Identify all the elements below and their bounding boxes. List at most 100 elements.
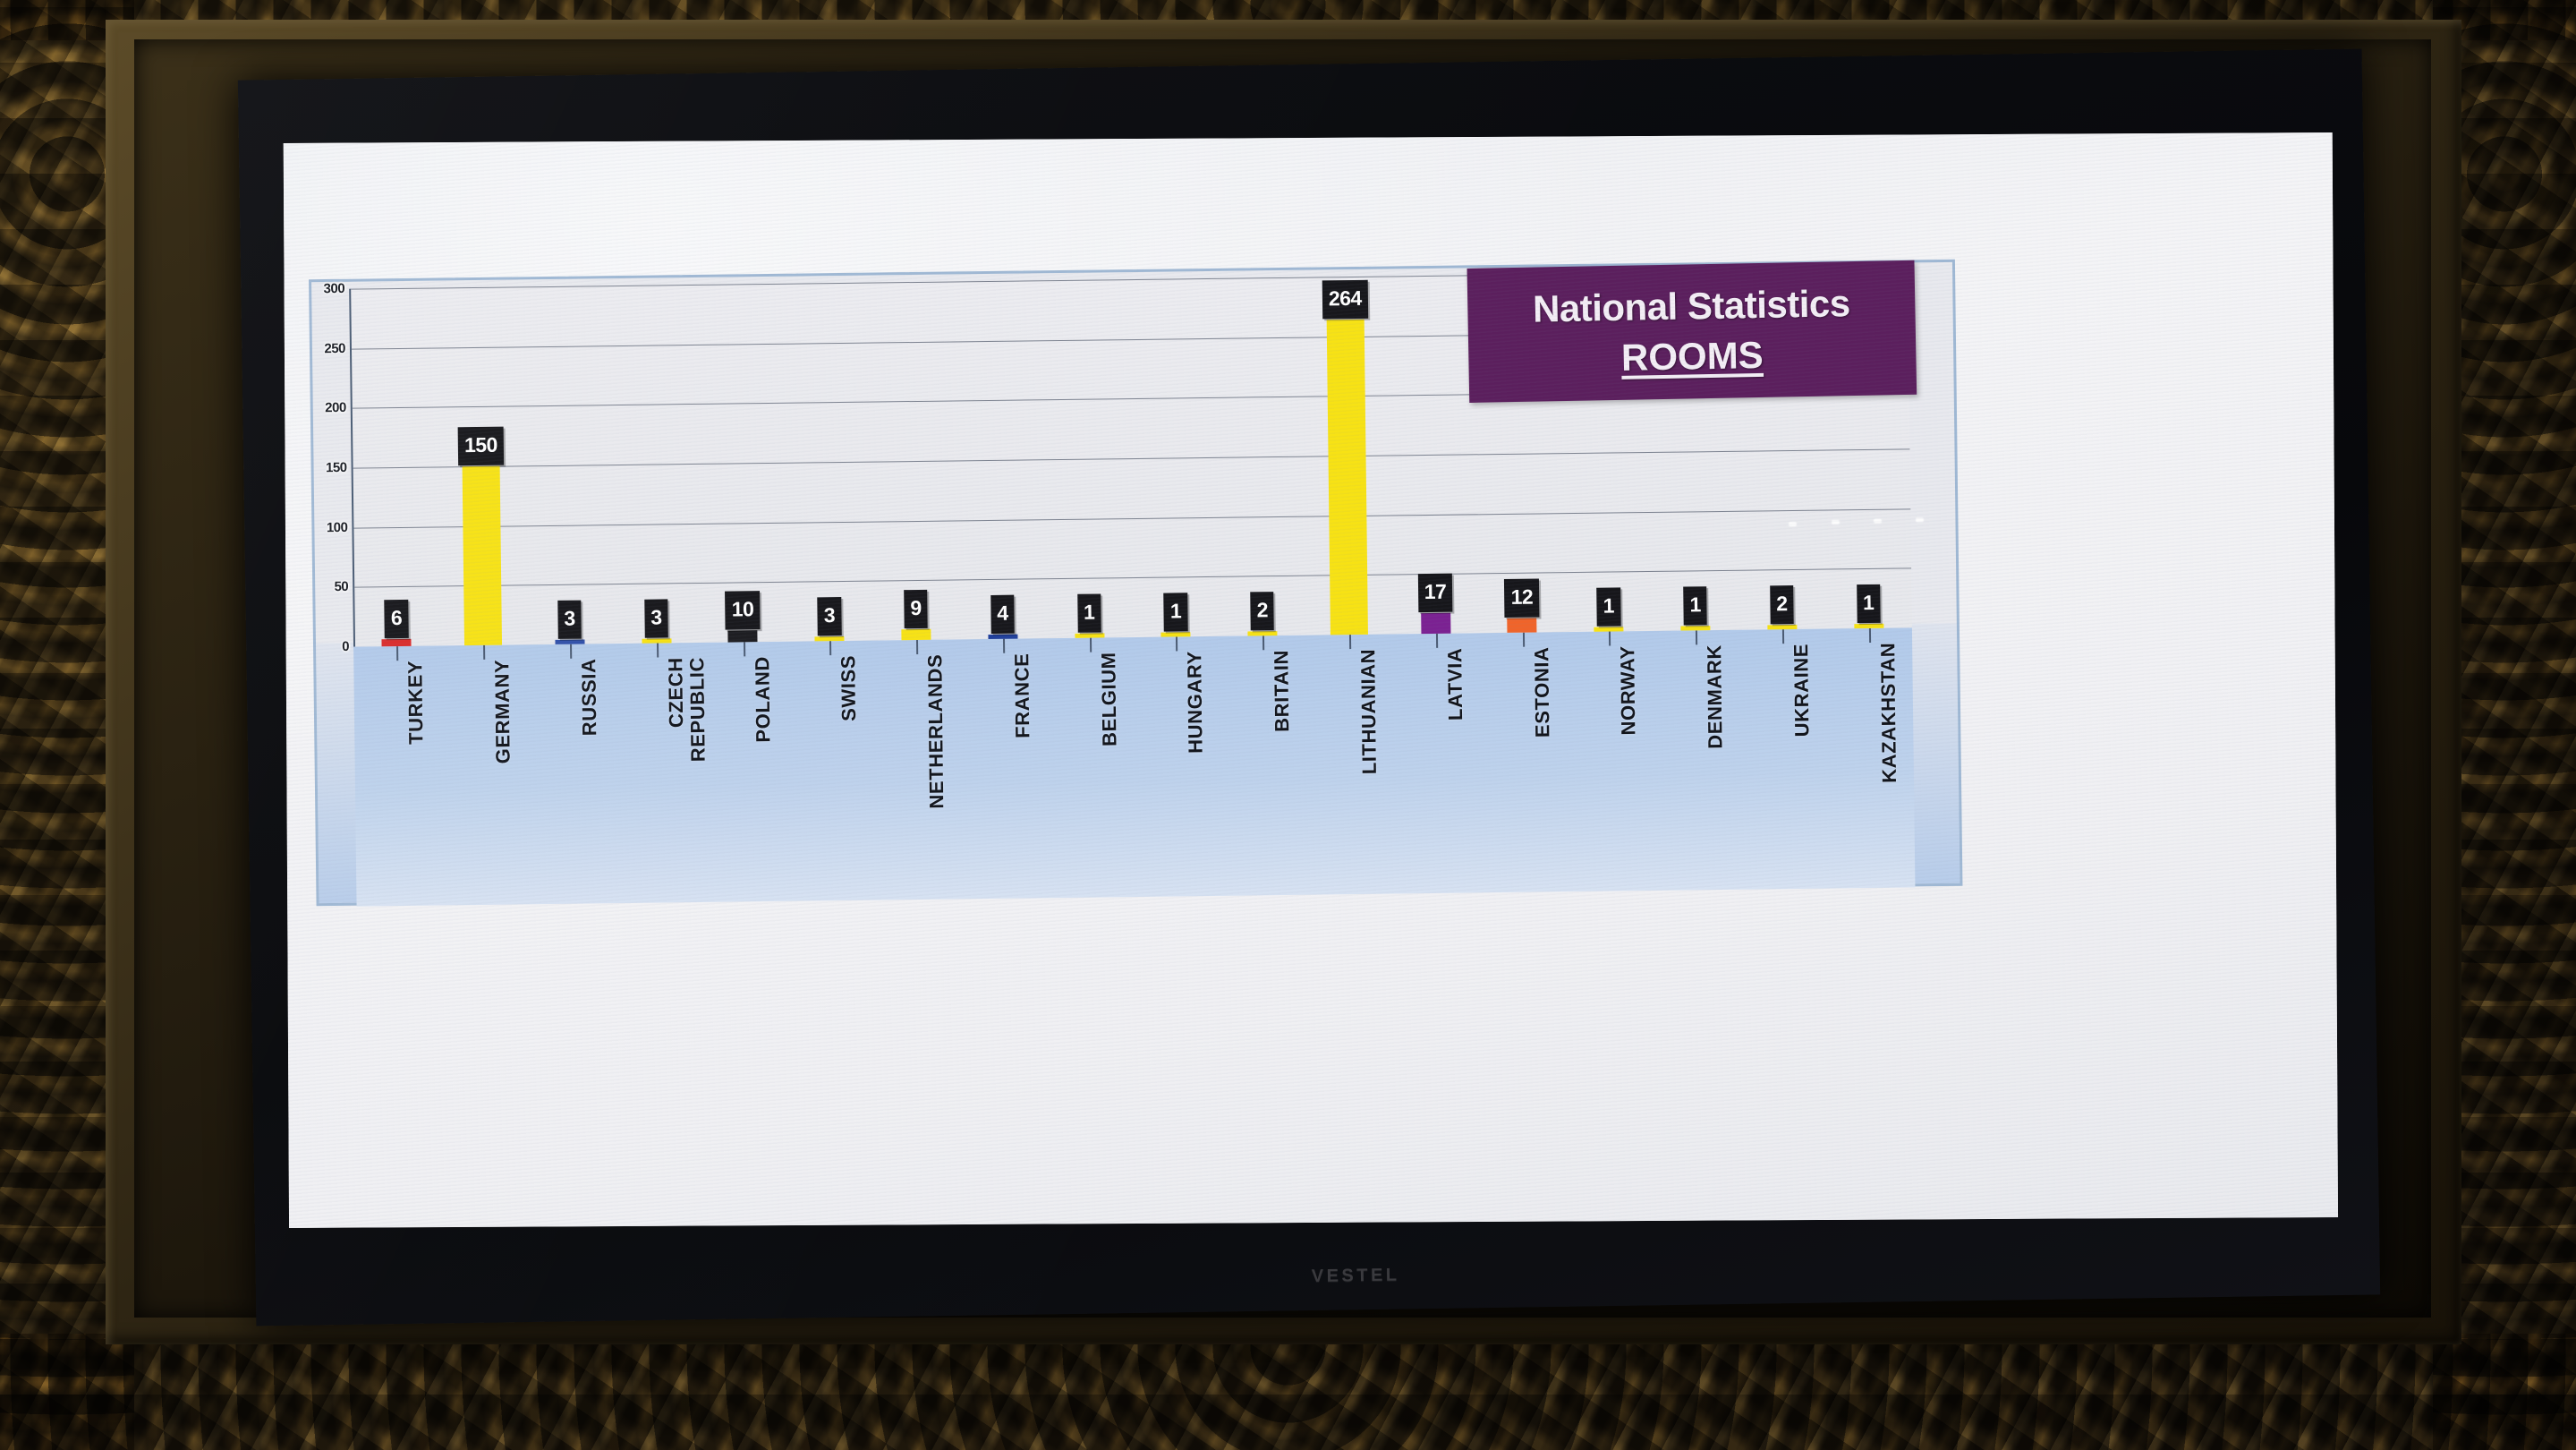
chart-data-label: 3: [557, 600, 582, 639]
chart-bar: [1326, 319, 1368, 635]
chart-x-axis-category-label: TURKEY: [404, 660, 428, 746]
chart-data-label: 17: [1417, 574, 1453, 613]
chart-data-label: 2: [1250, 592, 1275, 631]
chart-y-axis-tick-label: 300: [323, 280, 345, 297]
chart-data-label: 1: [1856, 584, 1881, 624]
chart-x-axis-tick: [1348, 635, 1352, 650]
chart-bar: [555, 639, 585, 644]
chart-x-axis-category-label: BELGIUM: [1096, 652, 1121, 747]
chart-bar-group: 264: [1302, 277, 1393, 635]
chart-data-label: 6: [384, 599, 409, 639]
chart-x-axis-tick: [483, 644, 486, 660]
chart-x-axis-tick: [1695, 630, 1698, 645]
chart-x-axis-tick: [1262, 635, 1265, 651]
chart-x-axis-tick: [1522, 632, 1525, 647]
chart-bar-group: 10: [695, 284, 786, 643]
chart-bar-group: 3: [523, 286, 614, 644]
chart-y-axis-tick-label: 250: [324, 340, 346, 356]
chart-x-axis-tick: [569, 644, 573, 659]
television-display: 0 50 100 150 200 250 300 TURKEY GERMANY RUSSIA CZ…: [237, 48, 2381, 1326]
presentation-slide: 0 50 100 150 200 250 300 TURKEY GERMANY RUSSIA CZ…: [283, 132, 2339, 1228]
screen-speckle: [1788, 522, 1797, 527]
chart-bar-group: 3: [782, 283, 873, 642]
chart-x-axis-tick: [1002, 638, 1006, 653]
chart-x-axis-category-label: CZECH REPUBLIC: [663, 656, 710, 763]
chart-x-axis-tick: [1868, 627, 1871, 643]
chart-data-label: 150: [457, 426, 505, 466]
chart-bar-group: 150: [436, 286, 527, 646]
chart-x-axis-tick: [1781, 629, 1784, 644]
chart-x-axis-category-label: DENMARK: [1703, 644, 1727, 749]
chart-x-axis-category-label: FRANCE: [1010, 652, 1034, 738]
chart-bar: [727, 629, 758, 643]
chart-data-label: 9: [904, 589, 929, 629]
chart-x-axis-category-label: BRITAIN: [1270, 649, 1294, 732]
chart-bar-group: 17: [1388, 275, 1479, 635]
screen-speckle: [1873, 518, 1882, 524]
chart-title-secondary: ROOMS: [1620, 333, 1764, 379]
chart-y-axis-tick-label: 150: [325, 459, 347, 476]
chart-x-axis-category-label: SWISS: [837, 654, 861, 721]
chart-data-label: 12: [1504, 578, 1540, 618]
chart-bar: [1594, 627, 1624, 632]
chart-x-axis-category-label: GERMANY: [490, 659, 514, 764]
chart-bar: [1247, 631, 1278, 636]
screen-speckle: [1915, 517, 1924, 523]
chart-x-axis-tick: [396, 646, 399, 661]
chart-x-axis-category-label: LITHUANIAN: [1356, 648, 1381, 775]
chart-bar: [462, 465, 503, 646]
chart-x-axis-category-label: NORWAY: [1616, 645, 1640, 736]
chart-data-label: 4: [990, 594, 1015, 634]
chart-bar: [1767, 624, 1798, 630]
chart-data-label: 1: [1076, 593, 1101, 633]
chart-bar-group: 2: [1215, 277, 1306, 636]
screen-speckle: [1831, 519, 1840, 525]
chart-data-label: 264: [1322, 279, 1369, 320]
chart-data-label: 10: [725, 590, 761, 630]
chart-x-axis-tick: [743, 642, 745, 657]
chart-data-label: 1: [1683, 586, 1708, 626]
chart-y-axis-tick-label: 100: [326, 519, 348, 535]
chart-x-axis-category-label: LATVIA: [1442, 647, 1467, 721]
chart-x-axis-category-label: UKRAINE: [1789, 643, 1814, 738]
chart-bar: [1420, 613, 1451, 635]
chart-title-box: National Statistics ROOMS: [1467, 260, 1917, 403]
chart-y-axis-tick-label: 200: [325, 400, 346, 416]
chart-bar-group: 4: [956, 280, 1047, 640]
chart-bar-group: 1: [1128, 278, 1220, 637]
chart-data-label: 1: [1163, 593, 1188, 632]
chart-data-label: 2: [1769, 585, 1794, 625]
chart-bar: [1160, 632, 1191, 637]
chart-x-axis-tick: [656, 643, 659, 658]
chart-data-label: 3: [643, 599, 668, 638]
chart-x-axis-tick: [1609, 631, 1611, 646]
chart-y-axis-tick-label: 50: [334, 579, 349, 595]
chart-x-axis-tick: [1435, 633, 1438, 648]
chart-data-label: 1: [1596, 587, 1621, 627]
chart-bar: [642, 638, 672, 644]
chart-bar: [1680, 626, 1711, 631]
chart-bar: [988, 634, 1018, 640]
chart-bar: [1075, 633, 1105, 638]
chart-x-axis-category-label: HUNGARY: [1183, 651, 1207, 754]
chart-x-axis-tick: [916, 639, 919, 654]
chart-bar: [381, 638, 412, 647]
chart-title-primary: National Statistics: [1532, 282, 1851, 330]
chart-bar: [1853, 623, 1884, 629]
chart-x-axis-category-label: POLAND: [750, 655, 774, 743]
chart-category-band: TURKEY GERMANY RUSSIA CZECH REPUBLIC POLAND SW…: [353, 627, 1916, 907]
chart-bar-group: 9: [869, 281, 960, 641]
chart-bar: [901, 628, 931, 641]
chart-x-axis-category-label: NETHERLANDS: [923, 653, 948, 809]
chart-x-axis-tick: [829, 641, 832, 656]
chart-x-axis-tick: [1176, 636, 1178, 652]
chart-y-axis-tick-label: 0: [342, 638, 350, 654]
chart-bar: [814, 635, 845, 642]
vestel-brand-logo: VESTEL: [1311, 1265, 1400, 1287]
chart-x-axis-category-label: KAZAKHSTAN: [1875, 642, 1900, 784]
chart-bar-group: 6: [349, 288, 440, 647]
chart-bar-group: 1: [1041, 279, 1133, 638]
chart-bar: [1507, 618, 1537, 633]
chart-x-axis-category-label: RUSSIA: [577, 658, 601, 737]
